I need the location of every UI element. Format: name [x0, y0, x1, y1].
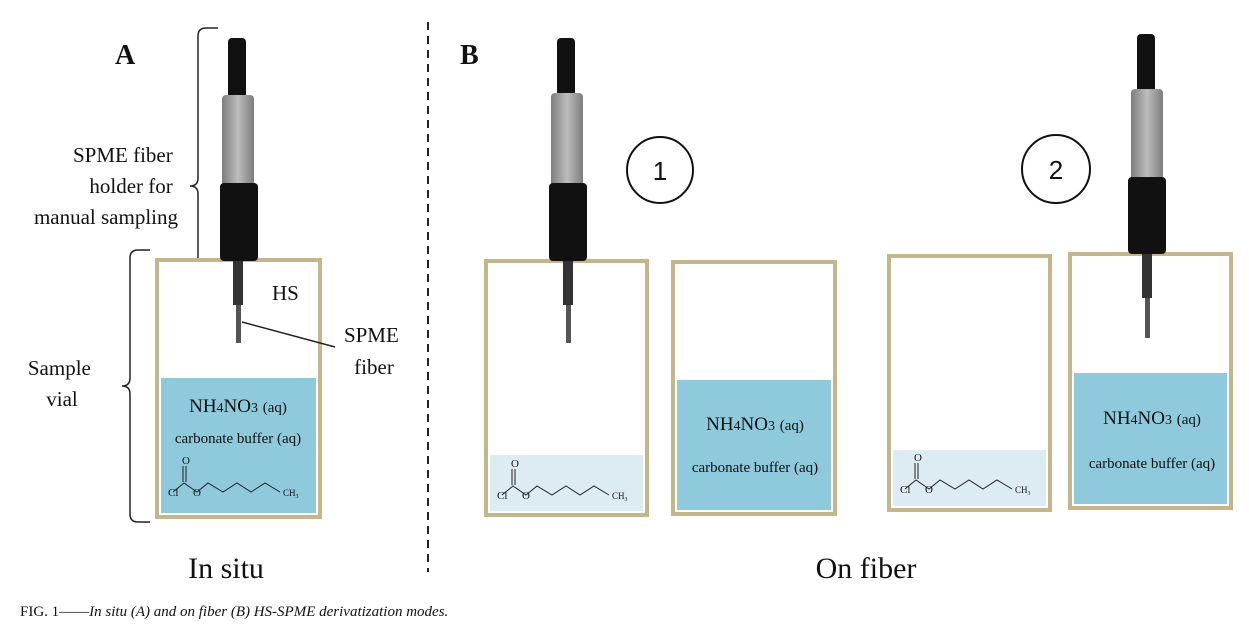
svg-text:O: O: [522, 490, 530, 502]
svg-text:O: O: [914, 452, 922, 464]
svg-text:O: O: [925, 484, 933, 496]
spme-holder-a: [220, 38, 258, 343]
svg-text:O: O: [182, 455, 190, 467]
step-1-number: 1: [653, 156, 667, 186]
holder-label: SPME fiber holder for manual sampling: [34, 143, 179, 229]
svg-text:Cl: Cl: [168, 487, 178, 499]
svg-text:Cl: Cl: [497, 490, 507, 502]
panel-a-letter: A: [115, 40, 136, 71]
fiber-label: SPME fiber: [344, 323, 404, 379]
svg-text:O: O: [193, 487, 201, 499]
caption-prefix: FIG. 1——: [20, 604, 90, 620]
vial-label: Sample vial: [28, 356, 96, 411]
vial-brace: [121, 249, 150, 523]
spme-holder-b2: [1128, 34, 1166, 338]
svg-text:CH3: CH3: [283, 488, 299, 500]
buffer-label-a: carbonate buffer (aq): [175, 431, 301, 447]
svg-text:CH3: CH3: [612, 491, 628, 503]
panel-b: B 1 2 Cl O O CH3 NH4NO3 (aq) carbonate: [460, 34, 1233, 585]
panel-a: A SPME fiber holder for manual sampling …: [28, 27, 404, 585]
step-2-circle: [1021, 134, 1091, 204]
molecule-b1: Cl O O CH3: [497, 458, 628, 503]
fiber-pointer: [241, 321, 336, 348]
hs-label: HS: [272, 281, 299, 305]
buffer-label-b4: carbonate buffer (aq): [1089, 456, 1215, 472]
panel-b-letter: B: [460, 40, 479, 71]
figure-diagram: A SPME fiber holder for manual sampling …: [28, 22, 1233, 585]
solution-a: [161, 378, 316, 513]
solution-b2: [677, 380, 831, 510]
svg-text:CH3: CH3: [1015, 485, 1031, 497]
buffer-label-b2: carbonate buffer (aq): [692, 460, 818, 476]
molecule-b3: Cl O O CH3: [900, 452, 1031, 497]
mode-label-in-situ: In situ: [188, 552, 264, 585]
caption-text: In situ (A) and on fiber (B) HS-SPME der…: [89, 604, 449, 620]
mode-label-on-fiber: On fiber: [816, 552, 917, 585]
figure-caption: FIG. 1——In situ (A) and on fiber (B) HS-…: [20, 604, 448, 621]
spme-holder-b1: [549, 38, 587, 343]
compound-label-b4: NH4NO3 (aq): [1103, 408, 1201, 429]
svg-text:Cl: Cl: [900, 484, 910, 496]
molecule-a: Cl O O CH3: [168, 455, 299, 500]
compound-label-a: NH4NO3 (aq): [189, 396, 287, 417]
compound-label-b2: NH4NO3 (aq): [706, 414, 804, 435]
solution-b4: [1074, 373, 1227, 504]
step-2-number: 2: [1049, 155, 1063, 185]
step-1-circle: [626, 136, 694, 204]
svg-text:O: O: [511, 458, 519, 470]
